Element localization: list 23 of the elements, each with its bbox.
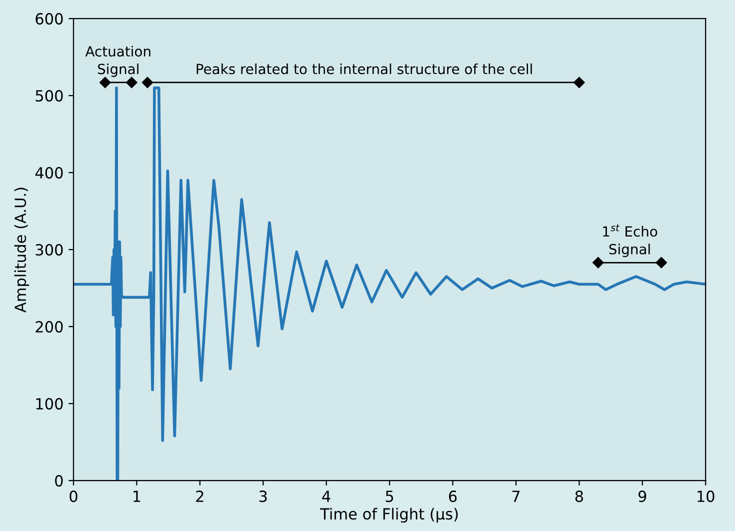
annotation: Actuation Signal: [85, 46, 150, 77]
y-tick-label: 100: [36, 398, 63, 410]
x-axis-title: Time of Flight (µs): [320, 508, 458, 523]
x-tick-label: 7: [512, 490, 520, 502]
x-tick-label: 4: [322, 490, 330, 502]
annotation: Peaks related to the internal structure of the cell: [196, 64, 532, 74]
y-tick-label: 500: [36, 90, 63, 102]
x-tick-label: 5: [386, 490, 394, 502]
y-tick-label: 200: [36, 321, 63, 333]
y-tick-label: 0: [55, 475, 63, 487]
y-tick-label: 300: [36, 244, 63, 256]
x-tick-label: 1: [134, 490, 140, 502]
y-axis-title: Amplitude (A.U.): [14, 188, 30, 313]
x-tick-label: 3: [259, 490, 267, 502]
annotation: 1$^{st}$ Echo Signal: [603, 224, 658, 258]
x-tick-label: 2: [196, 490, 204, 502]
x-tick-label: 10: [698, 490, 714, 502]
x-tick-label: 0: [70, 490, 78, 502]
x-tick-label: 8: [575, 490, 583, 502]
x-tick-label: 9: [638, 490, 646, 502]
y-tick-label: 400: [35, 167, 63, 179]
y-tick-label: 600: [36, 13, 63, 25]
x-tick-label: 6: [448, 490, 457, 502]
